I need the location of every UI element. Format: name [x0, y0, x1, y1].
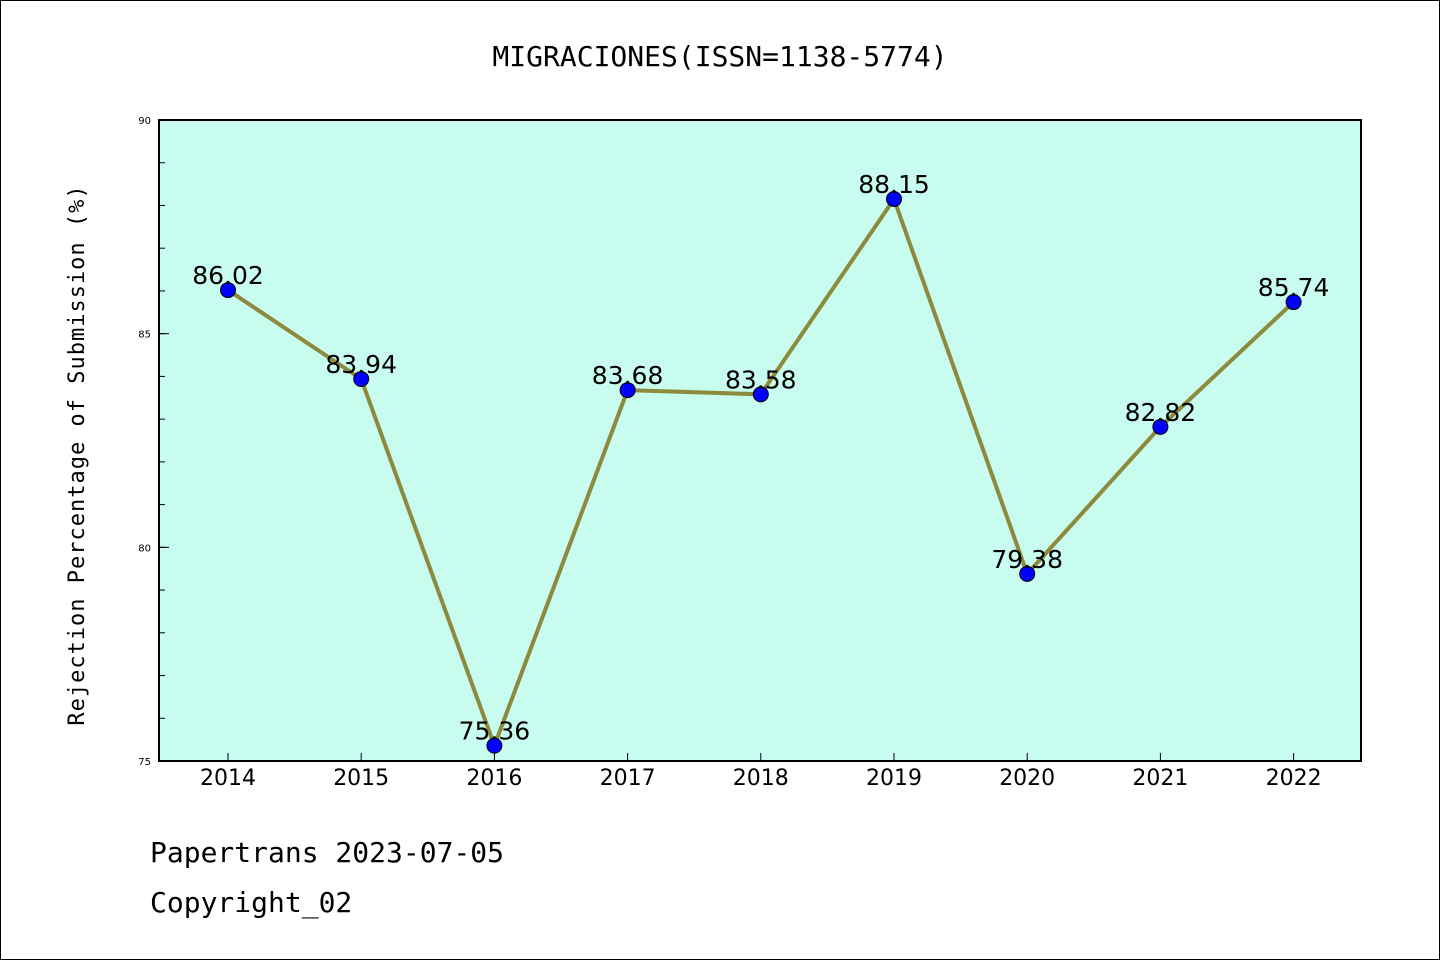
x-tick-label: 2020: [999, 766, 1055, 791]
data-label: 82.82: [1125, 398, 1197, 427]
x-tick-label: 2017: [600, 766, 656, 791]
data-point: [1285, 294, 1302, 311]
data-point: [486, 737, 503, 754]
data-label-layer: 86.02 83.94 75.36 83.68 83.58 88.15 79.38 82.82…: [192, 170, 1329, 746]
marker-layer: [220, 191, 1302, 754]
data-label: 86.02: [192, 261, 264, 290]
x-tick-label: 2019: [866, 766, 922, 791]
x-tick-label: 2022: [1266, 766, 1322, 791]
data-point: [1152, 418, 1169, 435]
y-axis-label: Rejection Percentage of Submission (%): [65, 184, 90, 725]
data-label: 85.74: [1258, 273, 1330, 302]
y-tick-label: 75: [138, 757, 151, 768]
data-label: 79.38: [991, 545, 1063, 574]
axis-ticks: 75 80 85 90 2014 2015 2016 2017 2018 2019 2020 2021…: [138, 116, 1321, 791]
x-tick-label: 2016: [466, 766, 522, 791]
data-label: 75.36: [459, 717, 531, 746]
data-point: [886, 191, 902, 208]
x-tick-label: 2018: [733, 766, 789, 791]
footer-date: Papertrans 2023-07-05: [150, 836, 505, 869]
y-tick-label: 80: [138, 543, 151, 554]
x-tick-label: 2021: [1132, 766, 1188, 791]
data-point: [353, 370, 370, 387]
data-label: 83.58: [725, 365, 797, 394]
plot-area: [159, 120, 1361, 761]
y-tick-label: 90: [138, 116, 151, 127]
x-tick-label: 2015: [333, 766, 389, 791]
data-label: 83.68: [592, 361, 664, 390]
chart-title: MIGRACIONES(ISSN=1138-5774): [492, 40, 947, 73]
plot-border: [158, 119, 1362, 762]
y-tick-label: 85: [138, 330, 151, 341]
data-point: [752, 386, 769, 403]
data-point: [619, 382, 636, 399]
data-label: 83.94: [325, 350, 397, 379]
x-tick-label: 2014: [200, 766, 256, 791]
data-point: [1019, 565, 1036, 582]
data-label: 88.15: [858, 170, 930, 199]
data-point: [220, 282, 236, 299]
footer-copyright: Copyright_02: [150, 886, 353, 919]
